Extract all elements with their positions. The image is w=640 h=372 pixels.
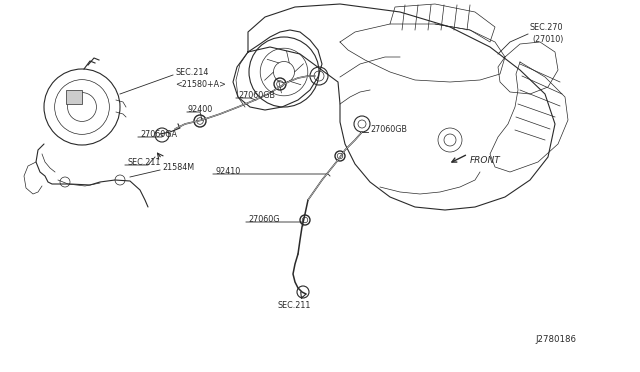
Text: SEC.214: SEC.214 [175, 68, 209, 77]
Text: 27060GB: 27060GB [238, 91, 275, 100]
Text: SEC.270: SEC.270 [530, 23, 563, 32]
Text: 27060GA: 27060GA [140, 130, 177, 139]
Text: J2780186: J2780186 [535, 335, 576, 344]
Text: 27060GB: 27060GB [370, 125, 407, 134]
Text: FRONT: FRONT [470, 155, 500, 164]
Text: SEC.211: SEC.211 [127, 158, 161, 167]
Text: 27060G: 27060G [248, 215, 280, 224]
Text: 92400: 92400 [188, 105, 213, 114]
Text: <21580+A>: <21580+A> [175, 80, 226, 89]
Text: SEC.211: SEC.211 [278, 301, 312, 310]
Text: 92410: 92410 [215, 167, 240, 176]
Text: 21584M: 21584M [162, 163, 194, 172]
Bar [66, 90, 82, 104]
Text: (27010): (27010) [532, 35, 563, 44]
